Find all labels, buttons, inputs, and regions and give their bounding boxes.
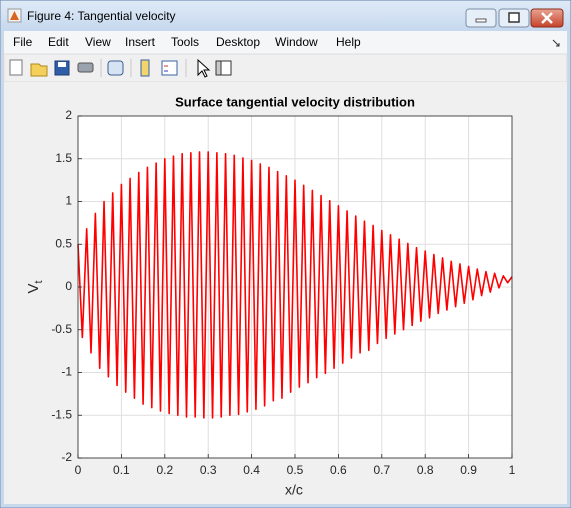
- menu-item[interactable]: Tools: [171, 35, 199, 49]
- x-tick-label: 0.8: [417, 463, 434, 477]
- new-icon[interactable]: [9, 59, 23, 76]
- y-axis-label-subscript: t: [33, 280, 45, 283]
- close-glyph: [541, 12, 553, 24]
- menu-bar: [4, 31, 567, 54]
- y-tick-label: 2: [65, 108, 72, 122]
- x-tick-label: 0: [75, 463, 82, 477]
- save-icon-label: [58, 62, 66, 67]
- app-icon-glyph: [10, 11, 19, 20]
- y-tick-label: 1.5: [55, 151, 72, 165]
- x-tick-label: 0.6: [330, 463, 347, 477]
- y-tick-label: 0: [65, 279, 72, 293]
- y-tick-label: 1: [65, 194, 72, 208]
- x-tick-label: 0.2: [156, 463, 173, 477]
- y-tick-label: -2: [61, 450, 72, 464]
- menu-item[interactable]: Edit: [48, 35, 69, 49]
- x-tick-label: 0.5: [287, 463, 304, 477]
- y-axis-label-main: V: [25, 284, 42, 294]
- colorbar-icon[interactable]: [140, 59, 150, 77]
- link-icon[interactable]: [107, 60, 124, 76]
- open-icon[interactable]: [30, 63, 48, 77]
- menu-item[interactable]: Window: [275, 35, 318, 49]
- x-tick-label: 0.1: [113, 463, 130, 477]
- data-line: [77, 151, 513, 419]
- x-axis-label: x/c: [285, 482, 303, 498]
- toolbar-icons: [9, 58, 232, 78]
- y-axis-label: Vt: [25, 280, 45, 293]
- print-icon[interactable]: [77, 62, 94, 73]
- window-title: Figure 4: Tangential velocity: [27, 9, 176, 23]
- pointer-icon[interactable]: [197, 58, 211, 78]
- minimize-glyph: [475, 18, 487, 23]
- menu-item[interactable]: Insert: [125, 35, 156, 49]
- x-tick-label: 1: [509, 463, 516, 477]
- menu-dock-arrow[interactable]: [552, 39, 560, 47]
- menu-item[interactable]: View: [85, 35, 111, 49]
- menu-item[interactable]: Help: [336, 35, 361, 49]
- minimize-button[interactable]: [465, 8, 497, 28]
- maximize-glyph: [508, 12, 520, 23]
- x-tick-label: 0.7: [373, 463, 390, 477]
- toolbar: [3, 53, 568, 83]
- menu-item[interactable]: File: [13, 35, 33, 49]
- y-tick-label: -1.5: [51, 407, 72, 421]
- x-tick-label: 0.9: [460, 463, 477, 477]
- y-tick-label: -0.5: [51, 322, 72, 336]
- plot-tools-icon-pane: [215, 60, 222, 76]
- y-tick-label: -1: [61, 365, 72, 379]
- menu-item[interactable]: Desktop: [216, 35, 260, 49]
- y-tick-label: 0.5: [55, 236, 72, 250]
- legend-icon[interactable]: [161, 60, 178, 76]
- chart-title: Surface tangential velocity distribution: [175, 94, 415, 109]
- x-tick-label: 0.4: [243, 463, 260, 477]
- x-tick-label: 0.3: [200, 463, 217, 477]
